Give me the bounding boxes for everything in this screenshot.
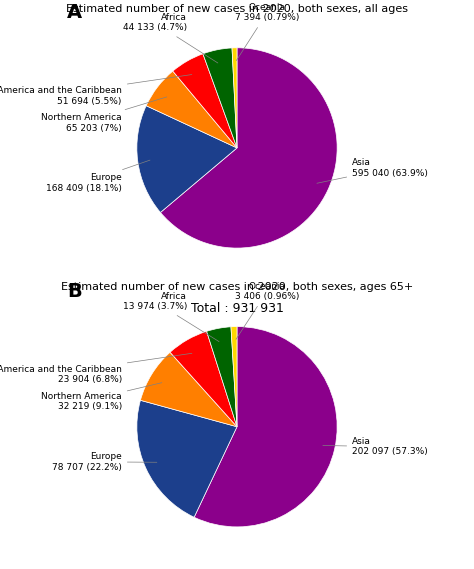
Wedge shape <box>232 48 237 148</box>
Text: Northern America
32 219 (9.1%): Northern America 32 219 (9.1%) <box>41 383 162 411</box>
Text: Europe
168 409 (18.1%): Europe 168 409 (18.1%) <box>46 160 150 193</box>
Wedge shape <box>170 331 237 427</box>
Text: Africa
13 974 (3.7%): Africa 13 974 (3.7%) <box>123 292 219 341</box>
Wedge shape <box>160 48 337 248</box>
Text: Oceania
7 394 (0.79%): Oceania 7 394 (0.79%) <box>235 3 299 60</box>
Wedge shape <box>173 54 237 148</box>
Wedge shape <box>137 401 237 517</box>
Wedge shape <box>137 106 237 212</box>
Text: Oceania
3 406 (0.96%): Oceania 3 406 (0.96%) <box>235 282 299 339</box>
Wedge shape <box>146 71 237 148</box>
Title: Estimated number of new cases in 2020, both sexes, ages 65+: Estimated number of new cases in 2020, b… <box>61 282 413 292</box>
Text: Asia
595 040 (63.9%): Asia 595 040 (63.9%) <box>317 158 428 183</box>
Text: Asia
202 097 (57.3%): Asia 202 097 (57.3%) <box>323 437 428 456</box>
Text: Northern America
65 203 (7%): Northern America 65 203 (7%) <box>41 97 167 133</box>
Wedge shape <box>207 327 237 427</box>
Wedge shape <box>203 48 237 148</box>
Wedge shape <box>231 327 237 427</box>
Wedge shape <box>140 352 237 427</box>
Text: Europe
78 707 (22.2%): Europe 78 707 (22.2%) <box>52 452 157 472</box>
Text: Africa
44 133 (4.7%): Africa 44 133 (4.7%) <box>123 13 218 63</box>
Text: B: B <box>67 282 82 300</box>
Text: Total : 931 931: Total : 931 931 <box>191 302 283 315</box>
Title: Estimated number of new cases in 2020, both sexes, all ages: Estimated number of new cases in 2020, b… <box>66 3 408 14</box>
Text: Latin America and the Caribbean
51 694 (5.5%): Latin America and the Caribbean 51 694 (… <box>0 75 192 106</box>
Text: Latin America and the Caribbean
23 904 (6.8%): Latin America and the Caribbean 23 904 (… <box>0 353 192 385</box>
Text: A: A <box>67 3 82 22</box>
Wedge shape <box>194 327 337 527</box>
